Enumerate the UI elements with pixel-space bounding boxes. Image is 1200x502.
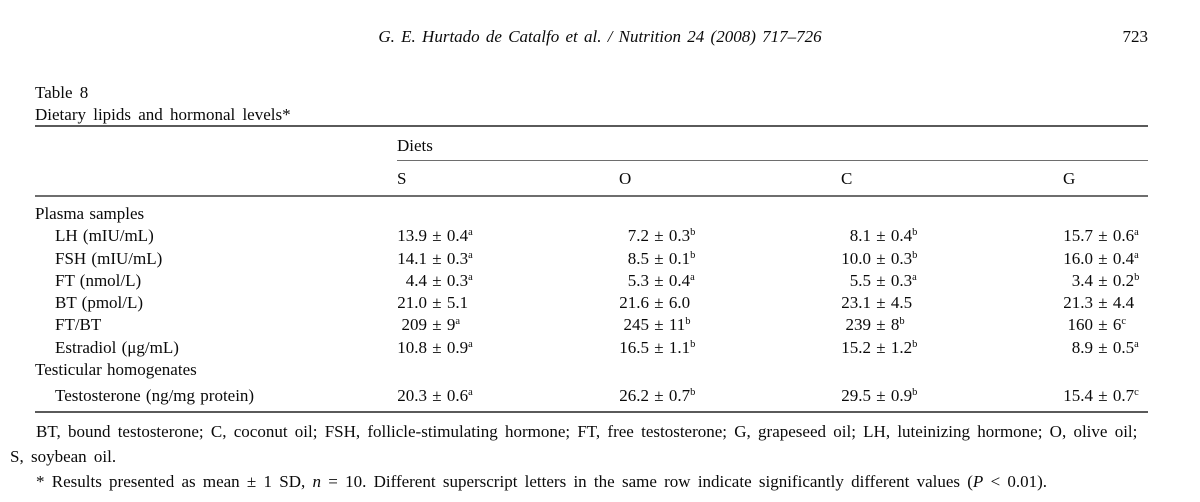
- column-header-row: S O C G: [35, 169, 1148, 189]
- value-cell: 16.5 ± 1.1b: [619, 337, 696, 357]
- value-cell: 23.1 ± 4.5: [841, 293, 913, 313]
- value-cell: 29.5 ± 0.9b: [841, 386, 918, 406]
- row-label: Plasma samples: [35, 204, 145, 223]
- row-label: FT (nmol/L): [55, 270, 142, 290]
- footnotes: BT, bound testosterone; C, coconut oil; …: [10, 419, 1155, 494]
- column-header-g: G: [1063, 169, 1076, 188]
- value-cell: 14.1 ± 0.3a: [397, 248, 473, 268]
- significance-superscript: b: [685, 316, 691, 328]
- significance-superscript: b: [690, 249, 696, 261]
- column-group-rule: [397, 160, 1148, 161]
- table-row: Testosterone (ng/mg protein) 20.3 ± 0.6a 2…: [35, 385, 1148, 407]
- significance-superscript: a: [468, 338, 473, 350]
- table-bottom-rule: [35, 411, 1148, 413]
- running-head-citation: G. E. Hurtado de Catalfo et al. / Nutrit…: [378, 27, 822, 46]
- value-cell: 21.0 ± 5.1: [397, 293, 469, 313]
- value-cell: 21.3 ± 4.4: [1063, 293, 1135, 313]
- value-cell: 209 ± 9a: [401, 315, 461, 335]
- table-body: Plasma samples LH (mIU/mL) 13.9 ± 0.4a 7.2 …: [35, 203, 1148, 408]
- significance-superscript: b: [912, 338, 918, 350]
- significance-superscript: a: [468, 227, 473, 239]
- table-row: FT (nmol/L) 4.4 ± 0.3a 5.3 ± 0.4a 5.5 ± 0.3…: [35, 270, 1148, 292]
- table-row: BT (pmol/L) 21.0 ± 5.1 21.6 ± 6.0 23.1 ± 4.…: [35, 292, 1148, 314]
- row-label: BT (pmol/L): [55, 293, 144, 313]
- significance-superscript: a: [912, 271, 917, 283]
- significance-superscript: b: [912, 249, 918, 261]
- value-cell: 8.5 ± 0.1b: [627, 248, 696, 268]
- value-cell: 8.9 ± 0.5a: [1071, 337, 1139, 357]
- table-label: Table 8: [35, 83, 89, 102]
- value-cell: 239 ± 8b: [845, 315, 905, 335]
- table-caption: Dietary lipids and hormonal levels*: [35, 105, 291, 124]
- value-cell: 10.8 ± 0.9a: [397, 337, 473, 357]
- section-row: Plasma samples: [35, 203, 1148, 225]
- abbreviation-note-line-1: BT, bound testosterone; C, coconut oil; …: [36, 422, 1138, 441]
- significance-superscript: a: [468, 271, 473, 283]
- value-cell: 13.9 ± 0.4a: [397, 226, 473, 246]
- row-label: FT/BT: [55, 315, 102, 335]
- value-cell: 7.2 ± 0.3b: [627, 226, 696, 246]
- table-row: LH (mIU/mL) 13.9 ± 0.4a 7.2 ± 0.3b 8.1 ± 0.…: [35, 225, 1148, 247]
- value-cell: 5.5 ± 0.3a: [849, 270, 917, 290]
- significance-superscript: a: [455, 316, 461, 328]
- row-label: Testicular homogenates: [35, 360, 197, 380]
- column-header-o: O: [619, 169, 632, 188]
- significance-superscript: b: [690, 387, 696, 399]
- row-label: LH (mIU/mL): [55, 226, 154, 246]
- column-group-header: Diets: [397, 136, 433, 155]
- row-label: FSH (mIU/mL): [55, 248, 163, 268]
- value-cell: 245 ± 11b: [623, 315, 691, 335]
- table-row: FSH (mIU/mL) 14.1 ± 0.3a 8.5 ± 0.1b 10.0 ± …: [35, 248, 1148, 270]
- row-label: Estradiol (μg/mL): [55, 337, 179, 357]
- significance-superscript: b: [690, 227, 696, 239]
- significance-superscript: a: [468, 249, 473, 261]
- significance-superscript: a: [690, 271, 695, 283]
- significance-superscript: a: [1134, 338, 1139, 350]
- value-cell: 21.6 ± 6.0: [619, 293, 691, 313]
- value-cell: 20.3 ± 0.6a: [397, 386, 473, 406]
- significance-superscript: a: [468, 387, 473, 399]
- abbreviation-note-line-2: S, soybean oil.: [10, 447, 117, 466]
- significance-superscript: b: [1134, 271, 1140, 283]
- significance-superscript: a: [1134, 227, 1139, 239]
- column-header-s: S: [397, 169, 407, 188]
- value-cell: 10.0 ± 0.3b: [841, 248, 918, 268]
- table-row: FT/BT 209 ± 9a 245 ± 11b 239 ± 8b 160 ± 6c: [35, 314, 1148, 336]
- page-number: 723: [1122, 27, 1149, 46]
- significance-superscript: b: [690, 338, 696, 350]
- significance-superscript: c: [1121, 316, 1127, 328]
- results-note: * Results presented as mean ± 1 SD, n = …: [36, 472, 1048, 491]
- table-header-rule: [35, 195, 1148, 197]
- value-cell: 3.4 ± 0.2b: [1071, 270, 1140, 290]
- value-cell: 160 ± 6c: [1067, 315, 1127, 335]
- significance-superscript: c: [1134, 387, 1139, 399]
- significance-superscript: b: [899, 316, 905, 328]
- value-cell: 5.3 ± 0.4a: [627, 270, 695, 290]
- table-top-rule: [35, 125, 1148, 127]
- table-row: Estradiol (μg/mL) 10.8 ± 0.9a 16.5 ± 1.1b 1…: [35, 337, 1148, 359]
- significance-superscript: b: [912, 387, 918, 399]
- significance-superscript: b: [912, 227, 918, 239]
- column-header-spacer: [35, 169, 397, 189]
- value-cell: 16.0 ± 0.4a: [1063, 248, 1139, 268]
- significance-superscript: a: [1134, 249, 1139, 261]
- value-cell: 15.2 ± 1.2b: [841, 337, 918, 357]
- value-cell: 8.1 ± 0.4b: [849, 226, 918, 246]
- value-cell: 15.7 ± 0.6a: [1063, 226, 1139, 246]
- column-header-c: C: [841, 169, 853, 188]
- value-cell: 4.4 ± 0.3a: [405, 270, 473, 290]
- section-row: Testicular homogenates: [35, 359, 1148, 381]
- value-cell: 15.4 ± 0.7c: [1063, 386, 1139, 406]
- value-cell: 26.2 ± 0.7b: [619, 386, 696, 406]
- row-label: Testosterone (ng/mg protein): [55, 386, 255, 406]
- running-head: G. E. Hurtado de Catalfo et al. / Nutrit…: [0, 27, 1200, 49]
